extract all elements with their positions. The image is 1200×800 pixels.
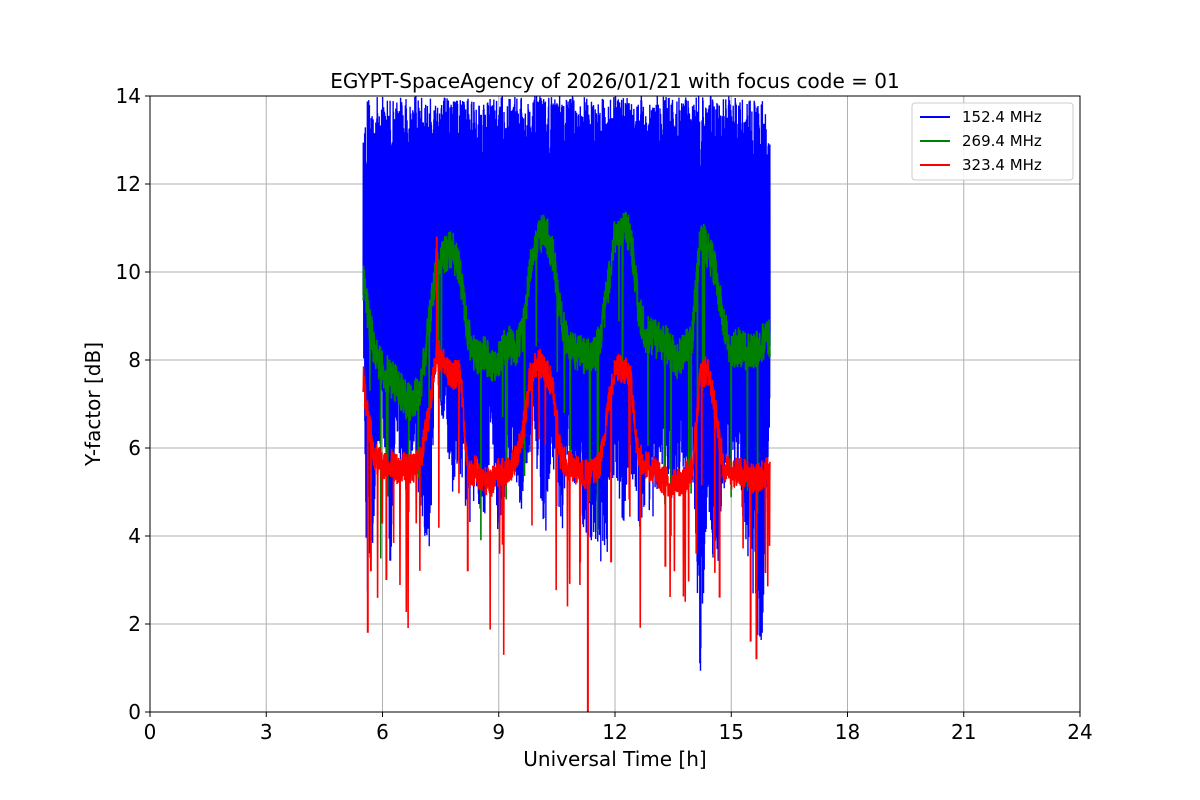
legend-box	[911, 102, 1074, 181]
x-tick-label: 18	[835, 720, 860, 744]
y-tick-label: 12	[116, 172, 141, 196]
x-axis-label: Universal Time [h]	[523, 747, 706, 771]
y-tick-label: 2	[128, 612, 141, 636]
y-tick-label: 8	[128, 348, 141, 372]
series-line-152-4-mhz	[362, 96, 771, 671]
x-tick-label: 9	[492, 720, 505, 744]
x-tick-label: 0	[144, 720, 157, 744]
x-tick-label: 15	[719, 720, 744, 744]
legend-entry: 152.4 MHz	[962, 108, 1042, 126]
x-tick-label: 3	[260, 720, 273, 744]
series-line-269-4-mhz	[362, 211, 771, 559]
chart-title: EGYPT-SpaceAgency of 2026/01/21 with foc…	[330, 69, 899, 93]
x-tick-label: 21	[951, 720, 976, 744]
y-tick-label: 0	[128, 700, 141, 724]
y-tick-label: 14	[116, 84, 141, 108]
y-tick-label: 10	[116, 260, 141, 284]
x-tick-label: 24	[1067, 720, 1092, 744]
series-layer	[362, 96, 771, 712]
series-line-323-4-mhz	[362, 340, 771, 655]
legend-entry: 269.4 MHz	[962, 132, 1042, 150]
x-tick-label: 12	[602, 720, 627, 744]
x-tick-label: 6	[376, 720, 389, 744]
legend-entry: 323.4 MHz	[962, 156, 1042, 174]
legend: 152.4 MHz 269.4 MHz 323.4 MHz	[911, 102, 1074, 181]
y-axis-label: Y-factor [dB]	[81, 342, 105, 467]
y-tick-label: 4	[128, 524, 141, 548]
y-tick-label: 6	[128, 436, 141, 460]
